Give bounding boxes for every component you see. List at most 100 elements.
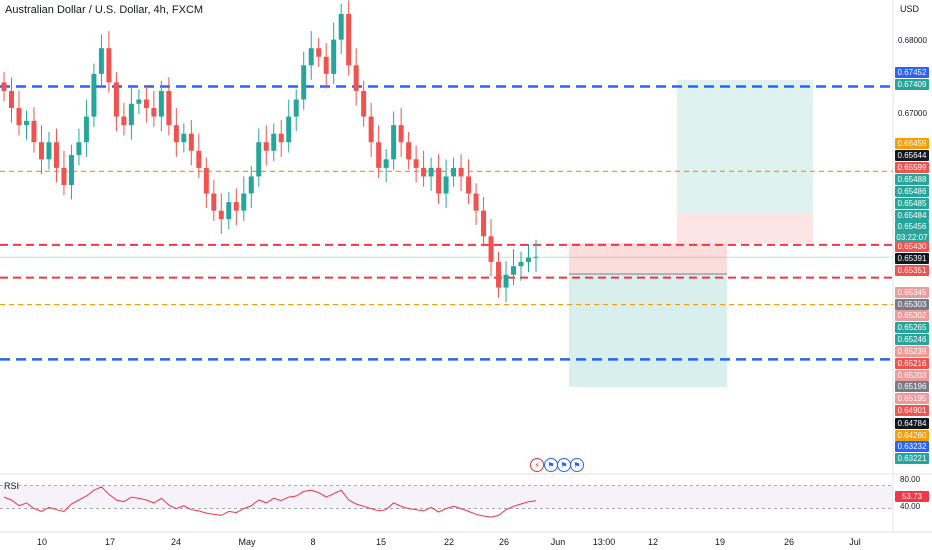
time-label: Jul	[849, 537, 861, 547]
flag-icon[interactable]: ⚑	[570, 458, 584, 472]
price-tick: 0.68000	[898, 36, 927, 45]
price-tag: 03:22:07	[895, 232, 929, 243]
symbol-title: Australian Dollar / U.S. Dollar, 4h, FXC…	[5, 4, 204, 16]
candle-body	[143, 99, 149, 109]
candle-body	[233, 202, 239, 211]
time-label: 17	[104, 537, 116, 547]
price-tag: 0.65486	[895, 186, 929, 197]
rsi-band	[0, 485, 893, 509]
candle-body	[383, 159, 389, 168]
candle-body	[518, 261, 524, 267]
candle-body	[241, 193, 247, 211]
candle-body	[188, 133, 194, 151]
long-position-stop	[677, 213, 813, 243]
candle-body	[98, 48, 104, 74]
candle-body	[1, 82, 7, 91]
candle-body	[23, 120, 29, 126]
time-label: 12	[647, 537, 659, 547]
candle-body	[263, 142, 269, 151]
candle-body	[488, 236, 494, 262]
price-tag: 0.65216	[895, 358, 929, 369]
candle-body	[136, 99, 142, 104]
candle-body	[271, 133, 277, 151]
price-tag: 0.65644	[895, 150, 929, 161]
candle-body	[211, 193, 217, 211]
candle-body	[293, 99, 299, 117]
price-tag: 0.65345	[895, 287, 929, 298]
candle-body	[346, 14, 352, 66]
candle-body	[466, 176, 472, 194]
candle-body	[511, 266, 517, 275]
candle-body	[166, 90, 172, 126]
candle-body	[376, 142, 382, 168]
flag-icon[interactable]: ⚑	[557, 458, 571, 472]
candle-body	[151, 108, 157, 117]
price-tag: 0.65196	[895, 381, 929, 392]
price-tag: 0.65265	[895, 322, 929, 333]
candle-body	[226, 202, 232, 220]
rsi-label: RSI	[4, 481, 20, 491]
candle-body	[46, 142, 52, 160]
candle-body	[196, 150, 202, 168]
price-tag: 0.66459	[895, 138, 929, 149]
candle-body	[301, 65, 307, 100]
price-tag: 0.63232	[895, 441, 929, 452]
time-label: 8	[310, 537, 316, 547]
candle-body	[218, 210, 224, 220]
candle-body	[308, 48, 314, 66]
candle-body	[391, 125, 397, 160]
time-label: Jun	[550, 537, 566, 547]
candle-body	[323, 56, 329, 74]
candle-body	[128, 103, 134, 126]
candle-body	[31, 120, 37, 143]
price-tag: 0.64901	[895, 405, 929, 416]
candle-body	[121, 116, 127, 126]
rsi-tick: 40.00	[900, 502, 921, 511]
price-tag: 0.65391	[895, 253, 929, 264]
candle-body	[76, 142, 82, 156]
candle-body	[113, 82, 119, 117]
price-tag: 0.65430	[895, 241, 929, 252]
candle-body	[443, 176, 449, 194]
price-tag: 0.67409	[895, 79, 929, 90]
candle-body	[398, 125, 404, 143]
price-tag: 0.65246	[895, 334, 929, 345]
candle-body	[16, 108, 22, 126]
short-position-stop	[569, 243, 727, 274]
candle-body	[481, 210, 487, 237]
rsi-value-tag: 53.73	[895, 491, 929, 502]
time-label: 19	[714, 537, 726, 547]
candle-body	[526, 257, 532, 262]
candle-body	[436, 167, 442, 194]
candle-body	[83, 116, 89, 143]
time-label: 26	[498, 537, 510, 547]
price-tag: 0.65195	[895, 393, 929, 404]
candle-body	[91, 73, 97, 117]
candle-body	[533, 256, 539, 258]
currency-label: USD	[900, 4, 920, 14]
candle-body	[181, 133, 187, 143]
price-tag: 0.65485	[895, 198, 929, 209]
lightning-icon[interactable]: ⚡	[530, 458, 544, 472]
candle-body	[331, 39, 337, 74]
candle-body	[338, 14, 344, 40]
candle-body	[361, 90, 367, 117]
price-tag: 0.65351	[895, 265, 929, 276]
candle-body	[428, 167, 434, 177]
candle-body	[421, 167, 427, 177]
candle-body	[38, 142, 44, 160]
candle-body	[316, 48, 322, 57]
candle-body	[496, 261, 502, 288]
long-position-target	[677, 80, 813, 213]
price-tag: 0.63221	[895, 453, 929, 464]
price-tag: 0.65303	[895, 299, 929, 310]
candle-body	[61, 167, 67, 185]
price-tag: 0.65599	[895, 162, 929, 173]
time-label: 22	[443, 537, 455, 547]
price-tag: 0.64784	[895, 418, 929, 429]
candle-body	[413, 159, 419, 168]
candle-body	[248, 176, 254, 194]
time-label: 26	[783, 537, 795, 547]
flag-icon[interactable]: ⚑	[544, 458, 558, 472]
